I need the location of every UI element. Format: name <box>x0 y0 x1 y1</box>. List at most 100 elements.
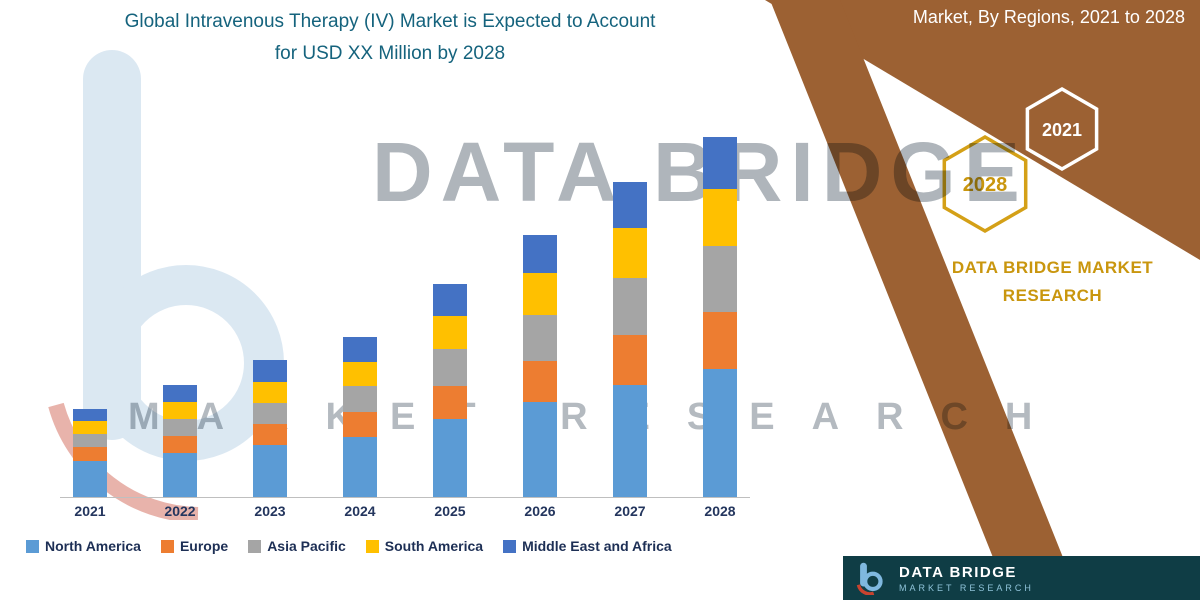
bar-segment-europe <box>613 335 647 385</box>
bar-segment-asia-pacific <box>613 278 647 335</box>
stacked-bar <box>253 360 287 497</box>
legend-swatch-icon <box>248 539 262 553</box>
x-axis-label: 2021 <box>74 503 106 519</box>
bar-segment-south-america <box>613 228 647 278</box>
bar-segment-asia-pacific <box>703 246 737 312</box>
legend-label: Middle East and Africa <box>522 538 672 554</box>
bar-column-2022 <box>150 100 210 497</box>
bar-segment-asia-pacific <box>163 419 197 436</box>
legend-item: Asia Pacific <box>248 538 346 554</box>
x-axis-label: 2023 <box>254 503 286 519</box>
bar-segment-middle-east-and-africa <box>523 235 557 273</box>
chart-title: Global Intravenous Therapy (IV) Market i… <box>50 6 730 71</box>
bars-area <box>60 100 750 498</box>
bar-column-2027 <box>600 100 660 497</box>
chart-title-line2: for USD XX Million by 2028 <box>274 43 506 65</box>
bar-segment-middle-east-and-africa <box>163 385 197 402</box>
legend-label: North America <box>45 538 141 554</box>
bar-segment-middle-east-and-africa <box>343 337 377 362</box>
bar-segment-south-america <box>703 189 737 246</box>
bar-segment-north-america <box>253 445 287 497</box>
bar-segment-europe <box>433 386 467 419</box>
bar-segment-middle-east-and-africa <box>613 182 647 228</box>
bar-segment-middle-east-and-africa <box>703 137 737 189</box>
x-axis-label: 2027 <box>614 503 646 519</box>
banner-subtitle: Market, By Regions, 2021 to 2028 <box>912 7 1185 27</box>
bar-segment-south-america <box>523 273 557 315</box>
legend-item: Europe <box>160 538 229 554</box>
chart-title-line1: Global Intravenous Therapy (IV) Market i… <box>124 11 656 32</box>
legend-swatch-icon <box>503 539 517 553</box>
stacked-bar <box>433 284 467 497</box>
hexagon-2021-label: 2021 <box>1042 120 1082 140</box>
hexagon-2021-badge <box>1025 86 1099 172</box>
bar-segment-europe <box>253 424 287 445</box>
bar-column-2021 <box>60 100 120 497</box>
bar-segment-south-america <box>343 362 377 386</box>
stacked-bar <box>73 409 107 497</box>
bar-segment-middle-east-and-africa <box>253 360 287 382</box>
stacked-bar <box>343 337 377 497</box>
bar-segment-south-america <box>253 382 287 403</box>
legend-item: South America <box>365 538 484 554</box>
x-axis-label: 2028 <box>704 503 736 519</box>
bar-segment-north-america <box>613 385 647 497</box>
bar-segment-europe <box>163 436 197 453</box>
bar-segment-europe <box>73 447 107 461</box>
footer-brand-subname: MARKET RESEARCH <box>899 582 1034 593</box>
bar-segment-asia-pacific <box>253 403 287 424</box>
x-axis-label: 2024 <box>344 503 376 519</box>
legend-label: Asia Pacific <box>267 538 346 554</box>
bar-column-2024 <box>330 100 390 497</box>
bar-segment-europe <box>703 312 737 369</box>
x-axis-label: 2022 <box>164 503 196 519</box>
bar-segment-europe <box>343 412 377 437</box>
bar-segment-asia-pacific <box>343 386 377 412</box>
bar-column-2025 <box>420 100 480 497</box>
stacked-bar <box>163 385 197 497</box>
data-bridge-logo-icon <box>856 562 883 595</box>
ribbon-shape <box>770 0 1080 600</box>
bar-segment-south-america <box>433 316 467 349</box>
bar-segment-north-america <box>433 419 467 497</box>
bar-segment-north-america <box>703 369 737 497</box>
banner-shape <box>765 0 1200 260</box>
bar-segment-asia-pacific <box>433 349 467 386</box>
legend-item: Middle East and Africa <box>503 538 672 554</box>
bar-segment-europe <box>523 361 557 402</box>
right-panel-brand-line2: RESEARCH <box>1002 286 1103 306</box>
legend-swatch-icon <box>160 539 174 553</box>
legend-item: North America <box>26 538 141 554</box>
bar-segment-north-america <box>523 402 557 497</box>
legend: North America Europe Asia Pacific South Ame… <box>26 538 672 554</box>
footer-brand-box: DATA BRIDGE MARKET RESEARCH <box>843 556 1200 600</box>
bar-segment-north-america <box>343 437 377 497</box>
stacked-bar <box>613 182 647 497</box>
x-axis-labels: 2021 2022 2023 2024 2025 2026 2027 2028 <box>60 503 750 519</box>
footer-brand-text: DATA BRIDGE MARKET RESEARCH <box>899 564 1034 593</box>
bar-segment-north-america <box>163 453 197 497</box>
hexagon-2028-label: 2028 <box>963 174 1008 196</box>
right-panel-brand-line1: DATA BRIDGE MARKET <box>951 258 1154 277</box>
footer-brand-name: DATA BRIDGE <box>899 563 1017 581</box>
bar-segment-asia-pacific <box>73 434 107 447</box>
bar-column-2028 <box>690 100 750 497</box>
bar-segment-asia-pacific <box>523 315 557 361</box>
bar-segment-middle-east-and-africa <box>73 409 107 421</box>
legend-label: Europe <box>179 538 229 554</box>
stacked-bar <box>523 235 557 497</box>
x-axis-label: 2025 <box>434 503 466 519</box>
bar-segment-middle-east-and-africa <box>433 284 467 316</box>
bar-segment-south-america <box>73 421 107 434</box>
legend-label: South America <box>384 538 484 554</box>
hexagon-2028-badge <box>942 134 1028 234</box>
x-axis-label: 2026 <box>524 503 556 519</box>
stacked-bar <box>703 137 737 497</box>
right-panel-brand: DATA BRIDGE MARKET RESEARCH <box>935 254 1170 310</box>
legend-swatch-icon <box>26 539 39 553</box>
bar-column-2023 <box>240 100 300 497</box>
bar-segment-north-america <box>73 461 107 497</box>
legend-swatch-icon <box>365 539 379 553</box>
bar-column-2026 <box>510 100 570 497</box>
